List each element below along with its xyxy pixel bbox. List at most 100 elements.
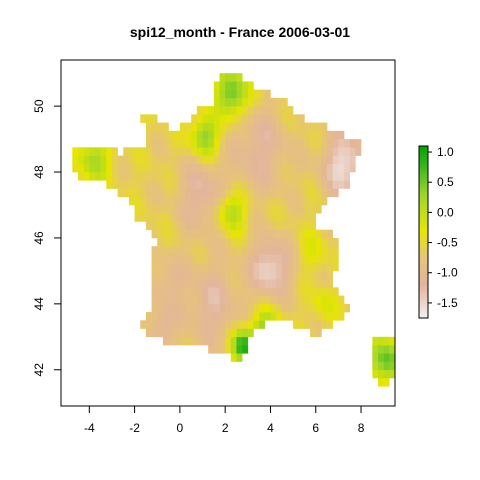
raster-cell [327,155,334,165]
raster-cell [276,122,283,132]
raster-cell [253,279,260,288]
raster-cell [264,262,271,272]
raster-cell [293,196,300,206]
raster-cell [287,287,294,296]
raster-cell [281,312,288,321]
raster-cell [310,122,317,132]
raster-cell [185,229,192,239]
raster-cell [185,155,192,165]
raster-cell [264,155,271,165]
raster-cell [145,155,152,165]
raster-cell [304,221,311,231]
raster-cell [208,114,215,123]
raster-cell [196,270,203,280]
raster-cell [242,89,249,99]
raster-cell [315,328,322,338]
raster-cell [191,196,198,206]
raster-cell [100,172,107,181]
raster-cell [253,163,260,173]
raster-cell [213,336,220,346]
raster-cell [196,147,203,156]
raster-cell [213,287,220,296]
raster-cell [389,345,396,354]
raster-cell [259,196,266,206]
raster-cell [157,196,164,206]
raster-cell [276,139,283,148]
raster-cell [310,147,317,156]
raster-cell [253,106,260,115]
raster-cell [179,172,186,181]
raster-cell [287,155,294,165]
raster-cell [213,328,220,338]
raster-cell [327,139,334,148]
raster-cell [253,114,260,123]
raster-cell [225,279,232,288]
raster-cell [179,122,186,132]
raster-cell [293,262,300,272]
raster-cell [213,163,220,173]
raster-cell [185,213,192,222]
raster-cell [327,147,334,156]
raster-cell [242,270,249,280]
raster-cell [304,172,311,181]
raster-cell [247,97,254,107]
raster-cell [225,246,232,255]
raster-cell [310,303,317,313]
colorbar-segment [419,243,428,247]
raster-cell [196,139,203,148]
raster-cell [179,213,186,222]
raster-cell [276,130,283,140]
raster-cell [191,172,198,181]
raster-cell [276,312,283,321]
raster-cell [225,122,232,132]
raster-cell [208,155,215,165]
raster-cell [247,89,254,99]
raster-cell [383,353,390,362]
raster-cell [157,213,164,222]
raster-cell [259,303,266,313]
raster-cell [191,254,198,263]
raster-cell [117,155,124,165]
raster-cell [332,155,339,165]
raster-cell [389,361,396,371]
raster-cell [327,279,334,288]
raster-cell [298,163,305,173]
raster-cell [168,246,175,255]
raster-cell [162,213,169,222]
raster-cell [162,172,169,181]
raster-cell [259,188,266,198]
raster-cell [179,204,186,214]
raster-cell [287,204,294,214]
raster-cell [332,237,339,247]
raster-cell [293,122,300,132]
raster-cell [128,180,135,189]
raster-cell [225,229,232,239]
raster-cell [281,262,288,272]
raster-cell [236,106,243,115]
raster-cell [117,172,124,181]
raster-cell [219,106,226,115]
raster-cell [270,180,277,189]
raster-cell [270,237,277,247]
raster-cell [321,139,328,148]
raster-cell [293,114,300,123]
raster-cell [179,295,186,305]
colorbar-segment [419,194,428,198]
x-axis-tick-label: 8 [358,421,365,435]
raster-cell [230,295,237,305]
raster-cell [259,237,266,247]
raster-cell [264,106,271,115]
raster-cell [332,246,339,255]
raster-cell [185,204,192,214]
raster-cell [168,303,175,313]
raster-cell [185,287,192,296]
raster-cell [174,130,181,140]
raster-cell [219,328,226,338]
raster-cell [208,254,215,263]
raster-cell [259,180,266,189]
raster-cell [230,139,237,148]
raster-cell [247,295,254,305]
raster-cell [281,130,288,140]
raster-cell [259,155,266,165]
raster-cell [230,221,237,231]
